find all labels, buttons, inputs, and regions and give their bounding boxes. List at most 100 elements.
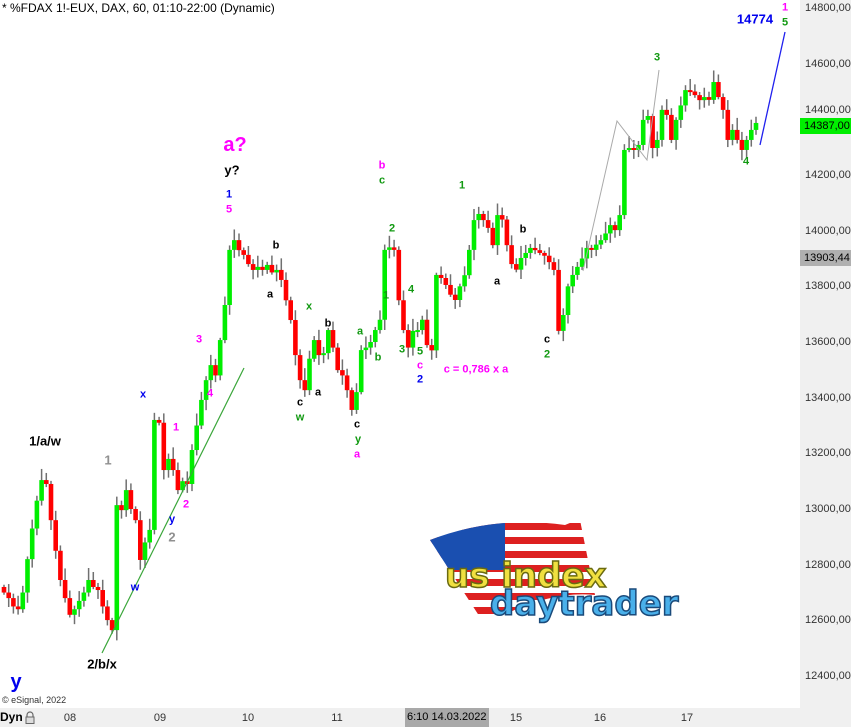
wave-label: b bbox=[324, 317, 332, 330]
x-tick-label: 11 bbox=[331, 712, 343, 724]
candle-body bbox=[208, 365, 214, 381]
candle-body bbox=[509, 245, 514, 265]
candle-body bbox=[100, 590, 105, 607]
candle-body bbox=[241, 250, 246, 255]
logo: us index daytrader bbox=[430, 519, 680, 626]
candle-body bbox=[452, 294, 458, 300]
candle-body bbox=[499, 215, 505, 220]
candle-body bbox=[194, 425, 199, 451]
candle-body bbox=[62, 580, 68, 599]
wave-path-line bbox=[582, 69, 660, 272]
candle-body bbox=[255, 266, 261, 270]
candle-body bbox=[58, 550, 63, 581]
candle-body bbox=[485, 220, 491, 228]
last-price-label: 14387,00 bbox=[800, 117, 851, 134]
candle-body bbox=[476, 213, 481, 221]
wave-label: 1 bbox=[172, 421, 180, 434]
candle-body bbox=[457, 286, 463, 300]
candle-body bbox=[561, 315, 566, 331]
candle-body bbox=[180, 481, 185, 491]
wave-label: 1 bbox=[781, 1, 789, 14]
candle-body bbox=[678, 105, 684, 120]
candle-body bbox=[669, 114, 674, 140]
time-axis[interactable]: Dyn 6:10 14.03.2022 08 09 10 11 15 16 17 bbox=[0, 708, 851, 727]
wave-label: 2/b/x bbox=[87, 656, 117, 672]
candle-body bbox=[467, 249, 472, 276]
x-tick-label: 09 bbox=[153, 712, 167, 724]
candle-body bbox=[15, 606, 21, 610]
candle-body bbox=[354, 392, 359, 410]
candle-body bbox=[396, 249, 402, 301]
candle-body bbox=[170, 458, 176, 471]
candle-body bbox=[311, 340, 317, 359]
candle-body bbox=[6, 592, 11, 599]
x-tick-label: 16 bbox=[593, 712, 607, 724]
wave-label: y bbox=[168, 513, 176, 526]
candle-body bbox=[161, 422, 167, 471]
candle-body bbox=[640, 119, 646, 145]
wave-label: 1 bbox=[382, 289, 390, 302]
candle-body bbox=[166, 458, 171, 471]
y-tick-label: 14200,00 bbox=[805, 169, 851, 181]
candle-body bbox=[716, 82, 721, 98]
candle-body bbox=[279, 269, 284, 280]
candle-body bbox=[44, 480, 49, 484]
wave-label: a bbox=[493, 275, 501, 288]
candle-body bbox=[405, 330, 411, 348]
wave-label: w bbox=[130, 581, 140, 594]
candle-body bbox=[673, 119, 679, 140]
wave-label: a bbox=[314, 386, 322, 399]
candle-body bbox=[415, 330, 420, 333]
candle-body bbox=[307, 358, 312, 391]
candle-body bbox=[702, 97, 707, 101]
candle-body bbox=[420, 319, 425, 331]
projection-line bbox=[759, 31, 786, 146]
candle-body bbox=[697, 95, 702, 101]
wave-label: c bbox=[416, 359, 424, 372]
candle-body bbox=[401, 300, 406, 331]
candle-body bbox=[156, 419, 162, 423]
candle-body bbox=[297, 355, 303, 381]
candle-body bbox=[293, 320, 298, 356]
candle-body bbox=[349, 390, 355, 410]
candle-body bbox=[551, 262, 557, 270]
wave-label: 3 bbox=[398, 343, 406, 356]
y-tick-label: 13000,00 bbox=[805, 503, 851, 516]
candle-body bbox=[518, 257, 524, 270]
candle-body bbox=[260, 266, 265, 270]
wave-label: b bbox=[519, 223, 527, 236]
candle-body bbox=[368, 342, 373, 348]
candle-body bbox=[589, 247, 594, 250]
candle-body bbox=[152, 419, 157, 530]
wave-label: c bbox=[543, 333, 551, 346]
candlestick-chart bbox=[1, 31, 786, 654]
dynamic-mode-label[interactable]: Dyn bbox=[0, 710, 23, 724]
chart-plot-area[interactable]: * %FDAX 1!-EUX, DAX, 60, 01:10-22:00 (Dy… bbox=[0, 0, 800, 708]
x-tick-label: 08 bbox=[63, 712, 77, 724]
candle-body bbox=[377, 319, 383, 331]
candle-body bbox=[48, 483, 54, 521]
wave-label: 5 bbox=[781, 16, 789, 29]
candle-body bbox=[391, 247, 397, 250]
candle-body bbox=[443, 277, 449, 285]
wave-label: c bbox=[296, 396, 304, 409]
candle-body bbox=[321, 353, 326, 356]
copyright: © eSignal, 2022 bbox=[2, 695, 67, 705]
candle-body bbox=[537, 250, 543, 253]
candle-body bbox=[236, 240, 242, 251]
candle-body bbox=[542, 252, 547, 256]
candle-body bbox=[617, 215, 622, 231]
wave-label: 4 bbox=[742, 155, 750, 168]
candle-body bbox=[725, 109, 731, 140]
candle-body bbox=[650, 115, 655, 149]
lock-icon[interactable] bbox=[25, 711, 35, 724]
y-tick-label: 13600,00 bbox=[805, 336, 851, 349]
wave-label: 2 bbox=[543, 348, 551, 361]
candle-body bbox=[39, 480, 44, 501]
candle-body bbox=[222, 304, 228, 341]
candle-body bbox=[448, 284, 453, 295]
price-axis[interactable]: 14800,00 14600,00 14400,00 14200,00 14000,00… bbox=[800, 0, 851, 708]
candle-body bbox=[133, 509, 138, 521]
candle-body bbox=[655, 139, 660, 149]
candle-body bbox=[687, 90, 693, 93]
